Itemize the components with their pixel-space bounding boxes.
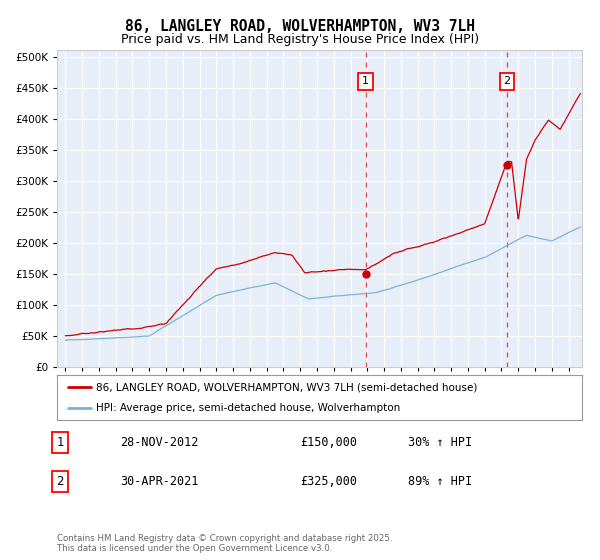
Text: £150,000: £150,000 <box>300 436 357 449</box>
Text: HPI: Average price, semi-detached house, Wolverhampton: HPI: Average price, semi-detached house,… <box>97 403 401 413</box>
Text: This data is licensed under the Open Government Licence v3.0.: This data is licensed under the Open Gov… <box>57 544 332 553</box>
Text: 30-APR-2021: 30-APR-2021 <box>120 475 199 488</box>
Text: 86, LANGLEY ROAD, WOLVERHAMPTON, WV3 7LH: 86, LANGLEY ROAD, WOLVERHAMPTON, WV3 7LH <box>125 20 475 34</box>
Text: 86, LANGLEY ROAD, WOLVERHAMPTON, WV3 7LH (semi-detached house): 86, LANGLEY ROAD, WOLVERHAMPTON, WV3 7LH… <box>97 382 478 393</box>
Text: 2: 2 <box>56 475 64 488</box>
Text: 30% ↑ HPI: 30% ↑ HPI <box>408 436 472 449</box>
Text: 1: 1 <box>362 76 369 86</box>
Text: 1: 1 <box>56 436 64 449</box>
Text: 89% ↑ HPI: 89% ↑ HPI <box>408 475 472 488</box>
Text: 28-NOV-2012: 28-NOV-2012 <box>120 436 199 449</box>
Text: 2: 2 <box>503 76 511 86</box>
Text: Contains HM Land Registry data © Crown copyright and database right 2025.: Contains HM Land Registry data © Crown c… <box>57 534 392 543</box>
Text: £325,000: £325,000 <box>300 475 357 488</box>
Text: Price paid vs. HM Land Registry's House Price Index (HPI): Price paid vs. HM Land Registry's House … <box>121 32 479 46</box>
